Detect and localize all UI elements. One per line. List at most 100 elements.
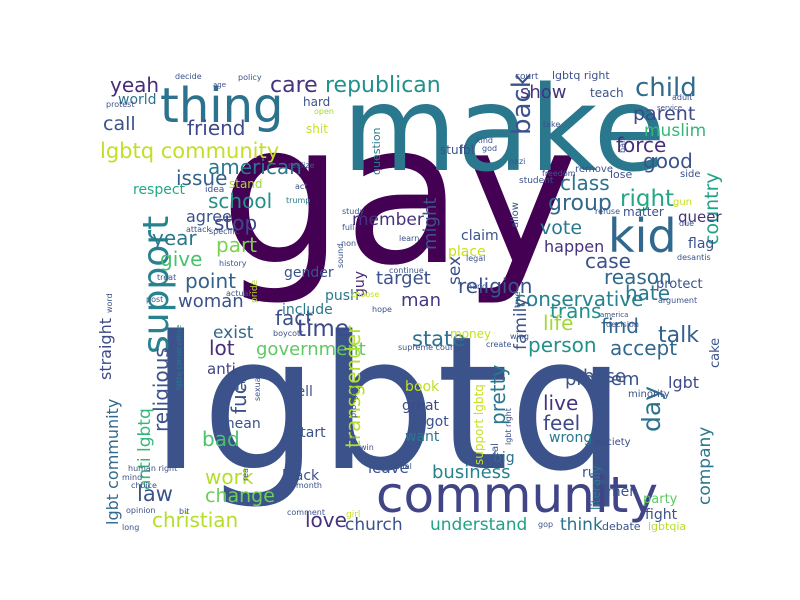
word-court: court [515, 72, 539, 82]
word-boycott: boycott [273, 329, 303, 338]
word-tell: tell [291, 384, 313, 400]
word-school: school [208, 189, 272, 213]
word-target: target [376, 268, 431, 289]
word-idea: idea [205, 185, 224, 195]
word-fact: fact [275, 306, 313, 330]
word-think: think [560, 515, 603, 535]
word-take: take [543, 120, 560, 129]
word-desantis: desantis [677, 253, 711, 262]
word-life: life [543, 311, 573, 335]
word-call: call [103, 113, 136, 135]
word-leave: leave [368, 459, 409, 477]
word-hand: hand [467, 282, 487, 291]
word-problem: problem [565, 369, 639, 390]
word-service: service [657, 104, 682, 112]
word-queer: queer [678, 208, 722, 226]
word-read: read [241, 463, 250, 481]
word-lgbt-right: lgbt right [504, 408, 513, 445]
word-refuse: refuse [595, 207, 620, 216]
word-law: law [137, 482, 173, 506]
word-year: year [152, 226, 197, 250]
word-shit: shit [306, 122, 328, 136]
word-gop: gop [538, 520, 553, 529]
word-protect: protect [656, 277, 703, 292]
word-nazi: nazi [509, 157, 525, 166]
word-non: non [341, 239, 356, 248]
word-bit: bit [179, 507, 189, 516]
word-member: member [352, 210, 424, 230]
word-bad: bad [202, 427, 240, 451]
word-wing: wing [510, 332, 529, 341]
word-post: post [146, 295, 163, 304]
word-real: real [490, 443, 501, 462]
word-work: work [205, 465, 254, 489]
word-find: find [601, 314, 639, 338]
word-hard: hard [303, 95, 330, 109]
word-lol: lol [460, 143, 474, 157]
word-mean: mean [221, 416, 261, 432]
word-age: age [213, 81, 226, 89]
word-pride: pride [250, 279, 260, 303]
word-argument: argument [658, 296, 697, 305]
word-bigot: bigot [413, 414, 449, 430]
word-specific: specific [209, 227, 239, 236]
word-live: live [543, 391, 578, 415]
word-sound: sound [336, 244, 345, 268]
word-end: end [341, 434, 356, 443]
word-god: god [482, 144, 497, 153]
word-flag: flag [688, 236, 714, 252]
word-want: want [405, 429, 440, 445]
word-lgbt-community: lgbt community [103, 399, 122, 525]
word-debate: debate [602, 520, 641, 533]
word-issue: issue [176, 166, 227, 190]
word-cake: cake [708, 338, 723, 368]
word-agree: agree [186, 207, 232, 226]
word-point: point [185, 269, 236, 293]
word-anti: anti [207, 360, 236, 378]
word-thing: thing [160, 78, 283, 134]
word-due: due [679, 219, 694, 228]
word-pretty: pretty [486, 365, 510, 425]
word-put: put [222, 378, 246, 394]
word-show: show [520, 82, 567, 103]
word-good: good [643, 149, 693, 173]
word-accept: accept [610, 336, 677, 360]
word-transgender: transgender [341, 325, 365, 448]
word-comment: comment [287, 508, 325, 517]
word-book: book [405, 379, 440, 395]
word-kind: kind [476, 136, 493, 145]
word-republican: republican [325, 73, 441, 98]
word-rule: rule [582, 465, 609, 481]
word-religion: religion [458, 274, 532, 298]
word-make: make [342, 60, 666, 198]
word-anti-lgbtq: anti lgbtq [135, 408, 155, 490]
word-force: force [616, 133, 666, 157]
word-straight: straight [96, 318, 115, 380]
word-minority: minority [628, 389, 670, 400]
word-create: create [486, 340, 511, 349]
word-base: base [583, 366, 626, 387]
word-trans: trans [550, 299, 601, 323]
word-literally: literally [589, 465, 603, 510]
word-support-lgbtq: support lgbtq [472, 384, 486, 465]
word-love: love [305, 508, 347, 532]
word-back: back [507, 73, 537, 135]
word-open: open [314, 107, 334, 116]
word-side: side [680, 169, 701, 180]
word-true: true [513, 292, 522, 308]
word-long: long [122, 523, 139, 532]
word-study: study [342, 207, 364, 216]
word-act: act [295, 182, 307, 191]
word-learn: learn [399, 234, 419, 243]
word-time: time [297, 316, 349, 342]
word-case: case [585, 249, 631, 273]
word-friend: friend [187, 116, 246, 140]
word-lose: lose [610, 168, 633, 181]
word-person: person [528, 333, 597, 357]
word-group: group [548, 191, 612, 216]
word-lgbt: lgbt [668, 373, 699, 392]
word-parent: parent [633, 103, 695, 125]
word-treat: treat [157, 273, 176, 282]
word-woman: woman [178, 291, 244, 312]
